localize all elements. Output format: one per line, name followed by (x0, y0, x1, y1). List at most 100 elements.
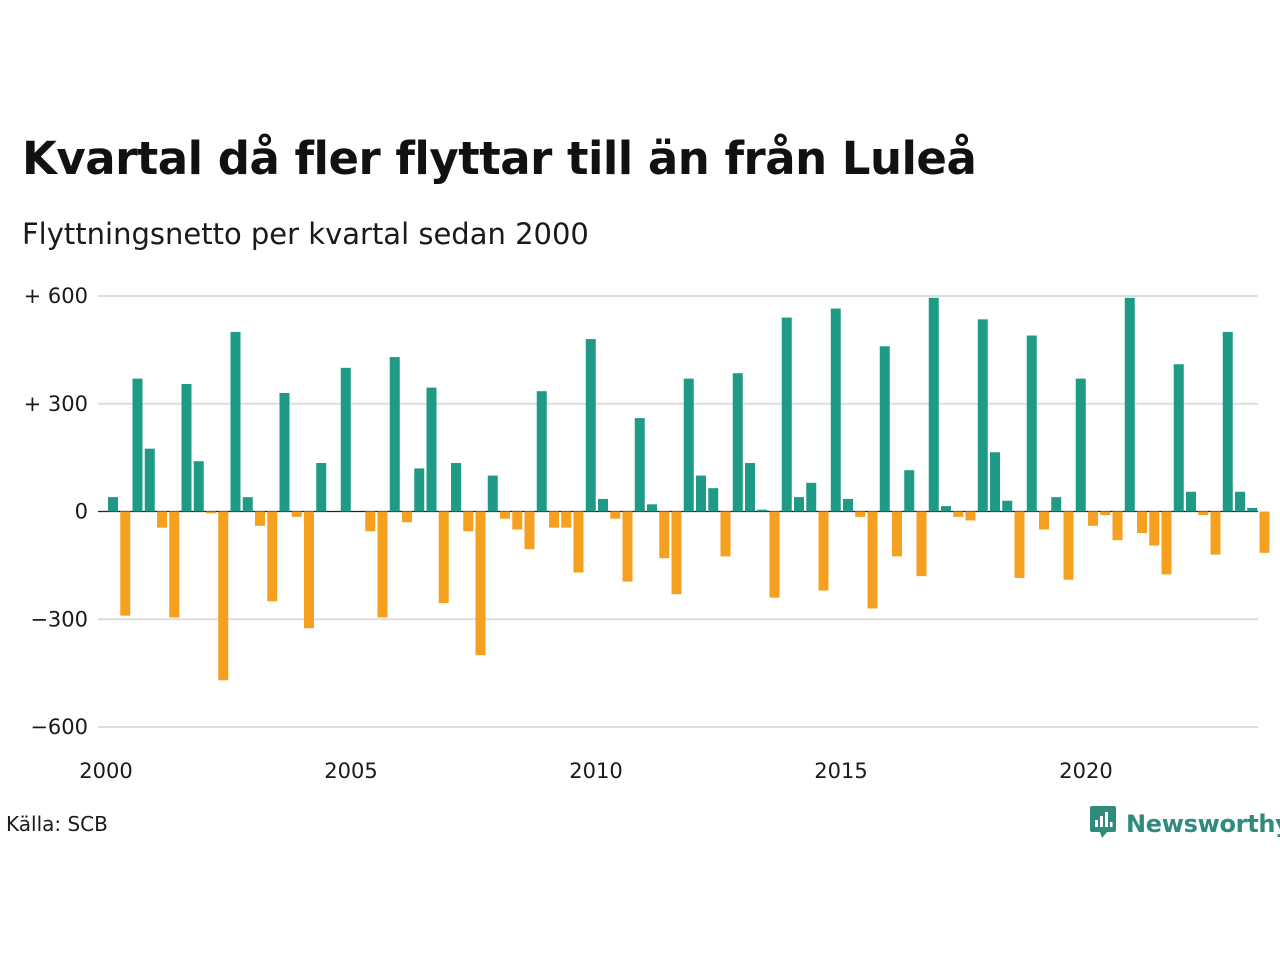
bar-2003K4 (291, 511, 302, 517)
source-note: Källa: SCB (6, 812, 108, 836)
bar-2012K4 (732, 373, 743, 512)
x-tick-label: 2020 (1059, 759, 1112, 783)
y-tick-label: 0 (75, 500, 88, 524)
bar-2008K2 (512, 511, 523, 530)
bar-2019K2 (1051, 497, 1062, 512)
bar-2020K4 (1124, 297, 1135, 512)
newsworthy-logo-icon (1088, 804, 1118, 844)
bar-2014K2 (806, 482, 817, 512)
bar-2019K3 (1063, 511, 1074, 580)
bar-2019K4 (1075, 378, 1086, 512)
bar-2003K1 (255, 511, 265, 526)
bar-2001K3 (181, 384, 192, 512)
bar-2000K3 (132, 378, 143, 512)
bar-2009K1 (549, 511, 559, 528)
bar-2006K1 (402, 511, 412, 523)
bar-2018K1 (990, 452, 1000, 512)
bar-2010K2 (610, 511, 621, 519)
bar-2011K3 (671, 511, 682, 595)
bar-2004K1 (304, 511, 314, 629)
bar-2013K2 (757, 509, 768, 512)
bar-2022K2 (1198, 511, 1209, 516)
bar-2000K4 (144, 448, 155, 512)
bar-2020K1 (1088, 511, 1098, 526)
bar-2007K1 (451, 463, 461, 512)
bar-layer (108, 297, 1270, 681)
bar-2000K1 (108, 497, 118, 512)
bar-2017K3 (965, 511, 976, 521)
bar-2013K3 (769, 511, 780, 598)
bar-2021K4 (1173, 364, 1184, 512)
bar-2004K2 (316, 463, 327, 512)
bar-2021K1 (1137, 511, 1147, 534)
bar-2014K4 (830, 308, 841, 512)
bar-2023K1 (1235, 491, 1245, 512)
bar-2015K3 (867, 511, 878, 609)
bar-2016K2 (904, 470, 915, 512)
bar-2005K3 (377, 511, 388, 618)
bar-2010K3 (622, 511, 633, 582)
bar-2017K1 (941, 506, 951, 512)
bar-2002K3 (230, 331, 241, 512)
bar-2005K4 (389, 357, 400, 512)
bar-2006K3 (426, 387, 437, 512)
x-tick-label: 2005 (324, 759, 377, 783)
bar-2002K1 (206, 511, 216, 514)
bar-2018K4 (1026, 335, 1037, 512)
bar-2004K4 (340, 367, 351, 512)
bar-2011K1 (647, 504, 657, 512)
bar-2006K2 (414, 468, 425, 512)
bar-2014K3 (818, 511, 829, 591)
x-tick-label: 2015 (814, 759, 867, 783)
chart-subtitle: Flyttningsnetto per kvartal sedan 2000 (22, 217, 589, 251)
brand-name: Newsworthy (1126, 810, 1280, 838)
bar-2012K1 (696, 475, 706, 512)
bar-2016K3 (916, 511, 927, 577)
bar-2007K3 (475, 511, 486, 656)
y-tick-label: + 600 (24, 284, 88, 308)
bar-2007K2 (463, 511, 474, 532)
x-tick-label: 2000 (79, 759, 132, 783)
x-tick-label: 2010 (569, 759, 622, 783)
bar-2001K4 (193, 461, 204, 512)
bar-2010K4 (634, 418, 645, 512)
bar-2002K4 (242, 497, 253, 512)
bar-2013K1 (745, 463, 755, 512)
bar-2012K2 (708, 488, 719, 512)
bar-2023K2 (1247, 507, 1258, 512)
bar-2009K2 (561, 511, 572, 528)
bar-2008K1 (500, 511, 510, 519)
bar-2002K2 (218, 511, 229, 681)
bar-2018K3 (1014, 511, 1025, 578)
brand-logo[interactable]: Newsworthy (1088, 804, 1280, 844)
bar-2015K2 (855, 511, 866, 517)
bar-2020K3 (1112, 511, 1123, 541)
bar-2003K2 (267, 511, 278, 602)
bar-2016K4 (928, 297, 939, 512)
bar-2001K1 (157, 511, 167, 528)
y-tick-label: + 300 (24, 392, 88, 416)
bar-2001K2 (169, 511, 180, 618)
chart-title: Kvartal då fler flyttar till än från Lul… (22, 132, 977, 185)
bar-2019K1 (1039, 511, 1049, 530)
bar-2021K3 (1161, 511, 1172, 575)
bar-2021K2 (1149, 511, 1160, 546)
bar-2006K4 (438, 511, 449, 604)
bar-2009K3 (573, 511, 584, 573)
bar-2017K4 (977, 319, 988, 512)
y-tick-label: −600 (30, 715, 88, 739)
bar-2022K3 (1210, 511, 1221, 555)
bar-2023K3 (1259, 511, 1270, 553)
bar-2003K3 (279, 392, 290, 512)
bar-2011K2 (659, 511, 670, 559)
bar-2007K4 (487, 475, 498, 512)
bar-2009K4 (585, 339, 596, 512)
bar-2011K4 (683, 378, 694, 512)
bar-2005K2 (365, 511, 376, 532)
bar-2000K2 (120, 511, 131, 616)
bar-2017K2 (953, 511, 964, 517)
bar-2013K4 (781, 317, 792, 512)
y-tick-label: −300 (30, 607, 88, 631)
bar-2014K1 (794, 497, 804, 512)
